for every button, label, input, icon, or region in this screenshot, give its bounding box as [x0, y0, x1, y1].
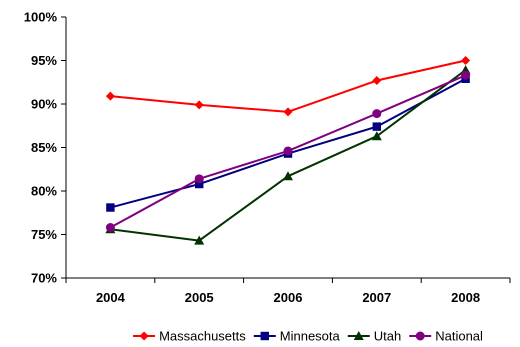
y-tick-label: 95%	[31, 53, 57, 68]
series-line-massachusetts	[110, 59, 466, 113]
x-tick-label: 2004	[96, 290, 126, 305]
data-point-utah	[371, 131, 382, 141]
data-point-minnesota	[372, 122, 381, 131]
x-axis-ticks: 2004 2005 2006 2007 2008	[65, 278, 511, 305]
y-tick-label: 100%	[24, 10, 58, 25]
y-tick-label: 75%	[31, 227, 57, 242]
data-point-national	[372, 109, 382, 119]
x-tick-label: 2006	[274, 290, 303, 305]
y-tick-label: 85%	[31, 140, 57, 155]
legend-marker-massachusetts	[139, 331, 149, 341]
data-point-massachusetts	[283, 107, 293, 117]
y-axis-ticks: 70% 75% 80% 85% 90% 95% 100%	[24, 10, 66, 286]
series-massachusetts	[105, 56, 471, 117]
data-point-massachusetts	[194, 100, 204, 110]
data-point-massachusetts	[461, 56, 471, 65]
data-point-minnesota	[106, 203, 115, 212]
legend-label-massachusetts: Massachusetts	[159, 329, 246, 344]
data-point-minnesota	[195, 179, 204, 189]
data-point-utah	[194, 235, 205, 245]
y-tick-label: 90%	[31, 97, 57, 112]
data-point-utah	[283, 171, 293, 181]
legend-label-national: National	[435, 329, 483, 344]
y-tick-label: 70%	[31, 271, 57, 286]
legend: Massachusetts Minnesota Utah National	[133, 329, 483, 344]
legend-marker-minnesota	[260, 331, 269, 341]
legend-label-minnesota: Minnesota	[280, 329, 341, 344]
x-tick-label: 2005	[185, 290, 214, 305]
legend-marker-utah	[353, 331, 364, 340]
series-minnesota	[106, 74, 470, 212]
x-tick-label: 2008	[451, 290, 480, 305]
series-national	[105, 70, 471, 233]
data-point-national	[105, 223, 115, 233]
series-lines	[105, 56, 471, 245]
data-point-national	[283, 146, 293, 156]
legend-label-utah: Utah	[374, 329, 401, 344]
x-tick-label: 2007	[362, 290, 391, 305]
y-tick-label: 80%	[31, 184, 57, 199]
legend-marker-national	[415, 331, 425, 341]
data-point-massachusetts	[105, 91, 115, 101]
data-point-national	[194, 174, 204, 184]
data-point-national	[461, 70, 471, 80]
data-point-massachusetts	[372, 76, 382, 86]
